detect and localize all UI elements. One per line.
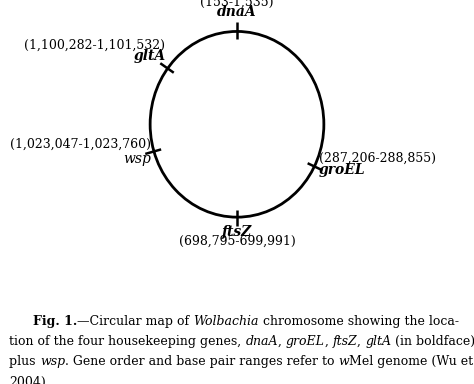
Text: Wolbachia: Wolbachia bbox=[193, 315, 259, 328]
Text: gltA: gltA bbox=[134, 49, 166, 63]
Text: 2004).: 2004). bbox=[9, 376, 50, 384]
Text: ftsZ: ftsZ bbox=[333, 335, 357, 348]
Text: w: w bbox=[338, 355, 349, 368]
Text: groEL: groEL bbox=[319, 163, 365, 177]
Text: ,: , bbox=[325, 335, 333, 348]
Text: dnaA: dnaA bbox=[217, 5, 257, 20]
Text: wsp: wsp bbox=[40, 355, 65, 368]
Text: ,: , bbox=[278, 335, 286, 348]
Text: groEL: groEL bbox=[286, 335, 325, 348]
Text: —Circular map of: —Circular map of bbox=[77, 315, 193, 328]
Text: plus: plus bbox=[9, 355, 40, 368]
Text: Fig. 1.: Fig. 1. bbox=[33, 315, 77, 328]
Text: (287,206-288,855): (287,206-288,855) bbox=[319, 152, 436, 165]
Text: Mel genome (Wu et al.: Mel genome (Wu et al. bbox=[349, 355, 474, 368]
Text: (153-1,535): (153-1,535) bbox=[200, 0, 274, 9]
Text: (698,795-699,991): (698,795-699,991) bbox=[179, 235, 295, 248]
Text: (1,023,047-1,023,760): (1,023,047-1,023,760) bbox=[10, 137, 151, 151]
Text: (in boldface),: (in boldface), bbox=[391, 335, 474, 348]
Text: tion of the four housekeeping genes,: tion of the four housekeeping genes, bbox=[9, 335, 246, 348]
Text: wsp: wsp bbox=[123, 152, 151, 166]
Text: chromosome showing the loca-: chromosome showing the loca- bbox=[259, 315, 459, 328]
Text: ,: , bbox=[357, 335, 365, 348]
Text: dnaA: dnaA bbox=[246, 335, 278, 348]
Text: . Gene order and base pair ranges refer to: . Gene order and base pair ranges refer … bbox=[65, 355, 338, 368]
Text: ftsZ: ftsZ bbox=[222, 225, 252, 238]
Text: gltA: gltA bbox=[365, 335, 391, 348]
Text: (1,100,282-1,101,532): (1,100,282-1,101,532) bbox=[24, 39, 164, 52]
